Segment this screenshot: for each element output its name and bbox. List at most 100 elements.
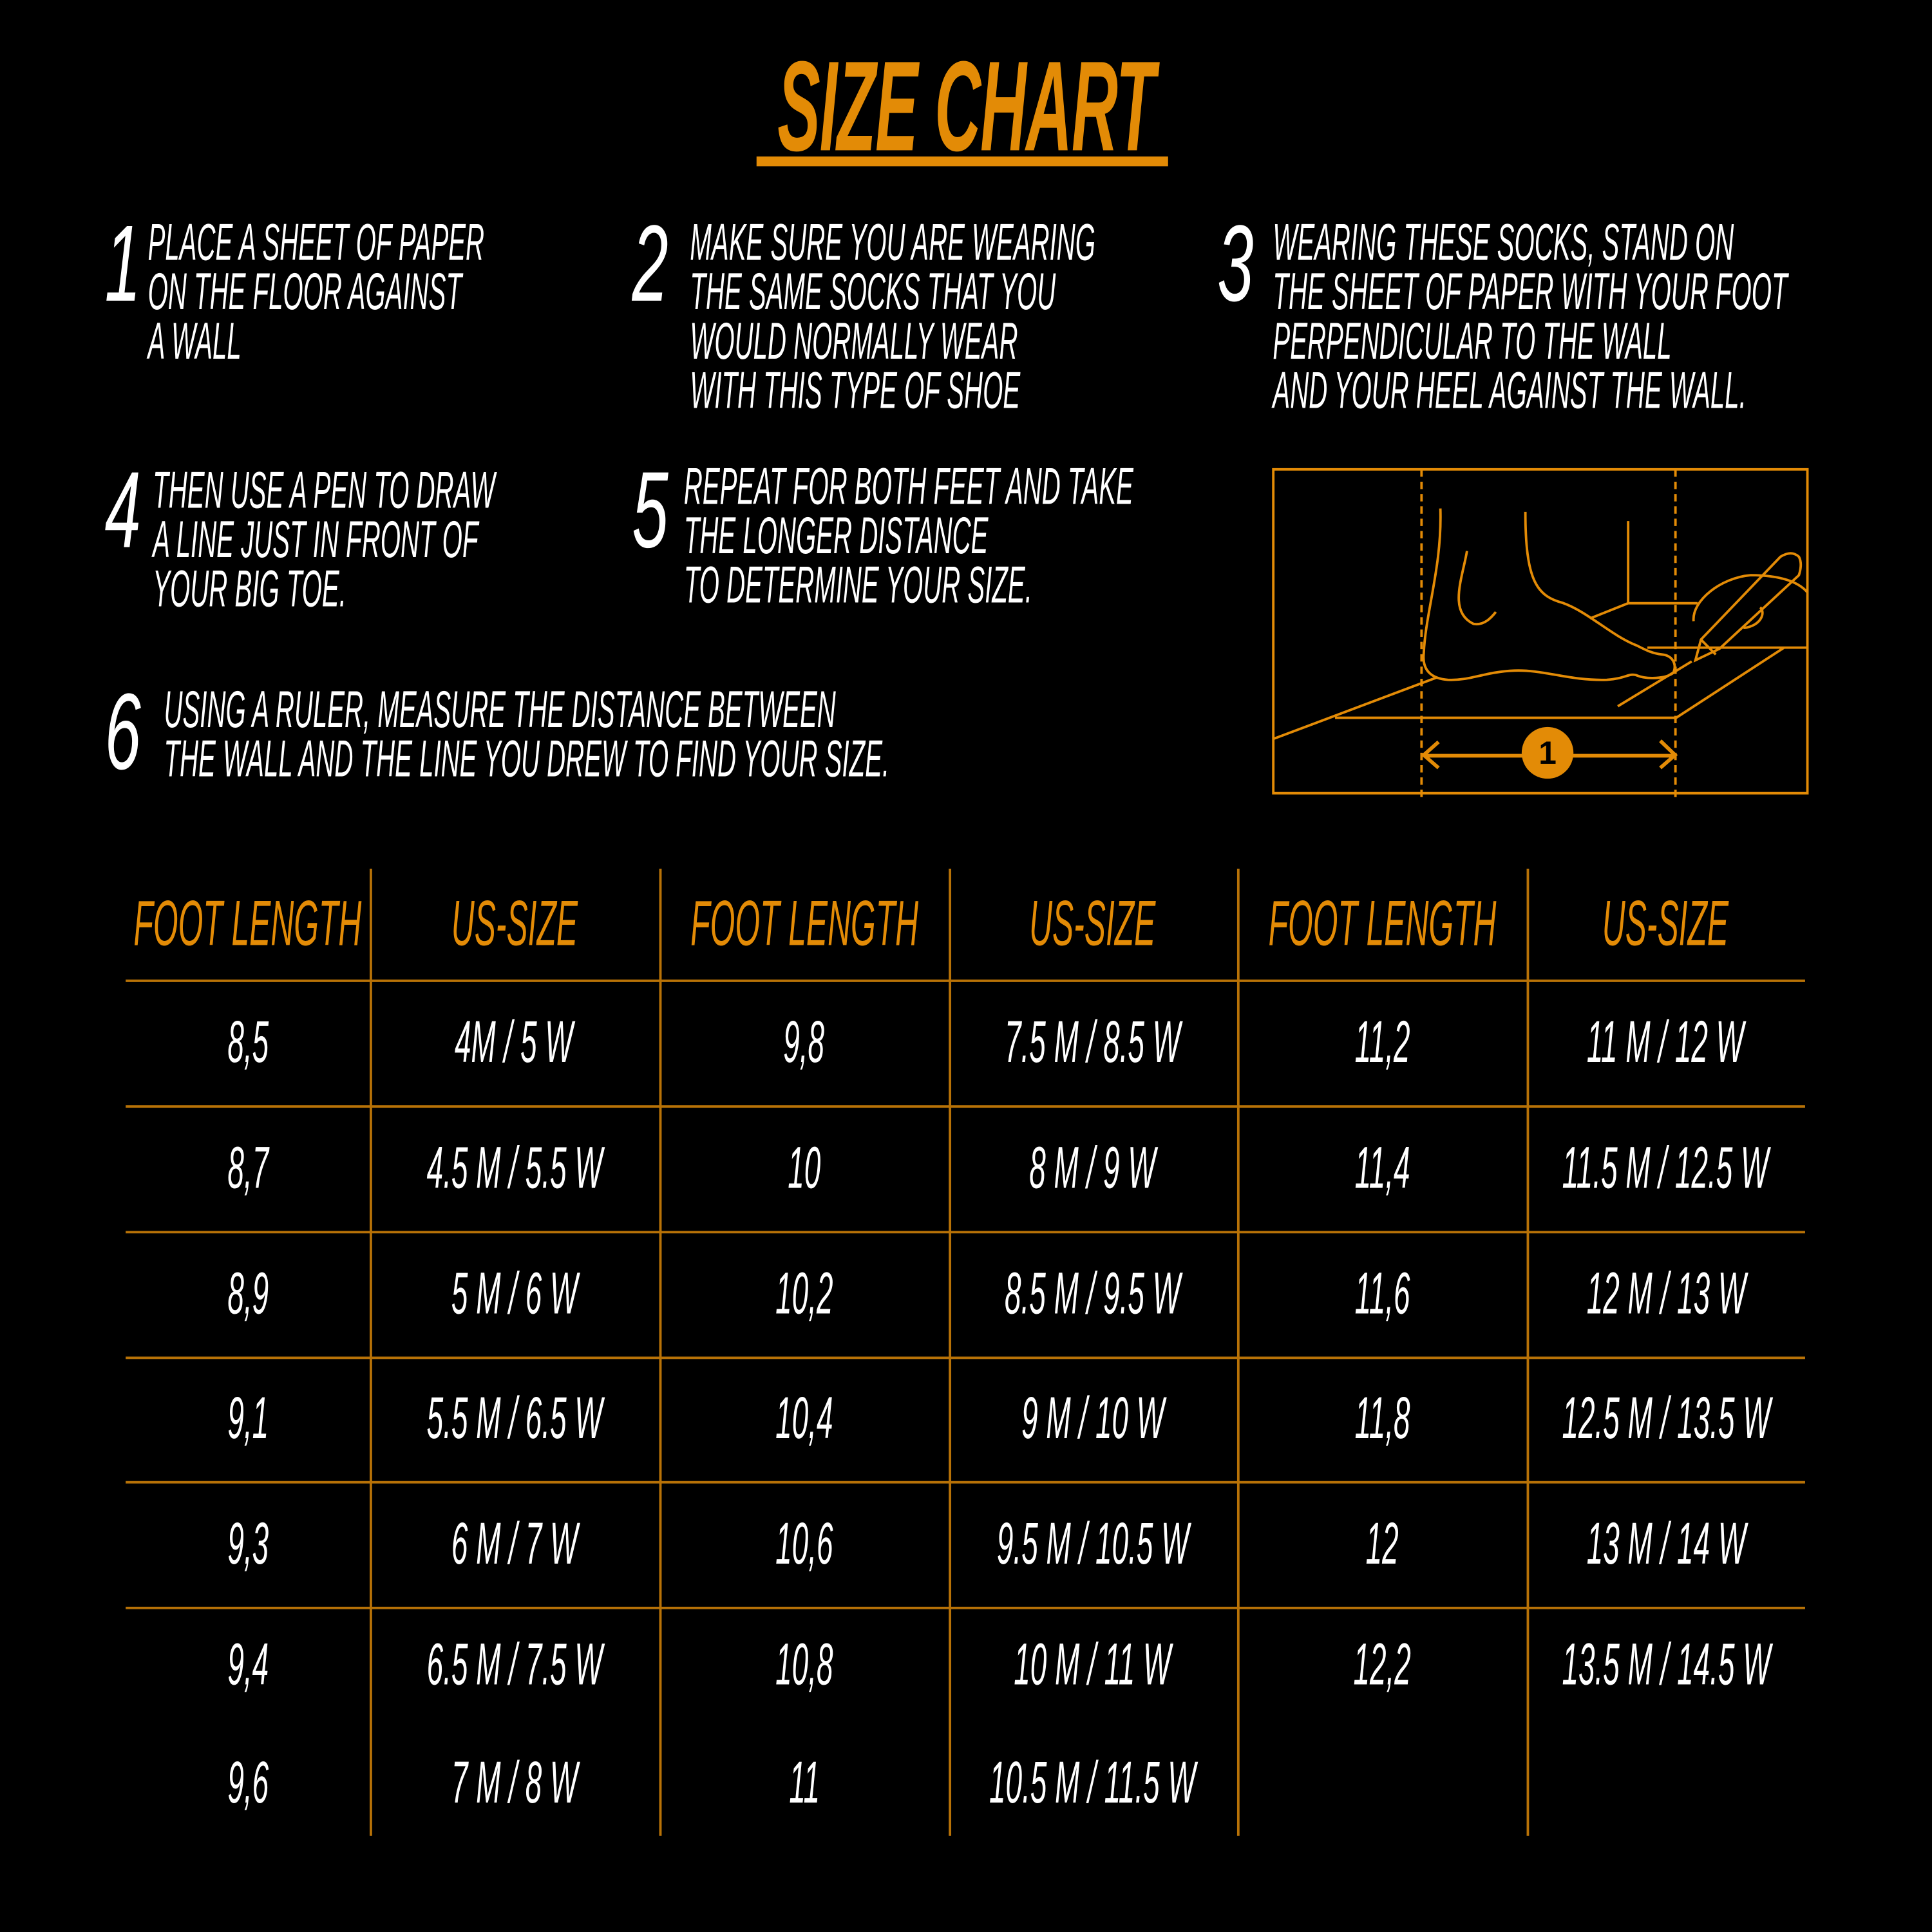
table-cell: 10: [787, 1135, 820, 1201]
table-cell: [1527, 1723, 1805, 1844]
table-cell: 8,9: [227, 1261, 269, 1327]
table-cell: 10,8: [775, 1632, 833, 1698]
table-cell: 10,6: [775, 1511, 833, 1577]
table-cell: 9 M / 10 W: [1021, 1386, 1165, 1452]
step-line: MAKE SURE YOU ARE WEARING: [690, 213, 1096, 271]
step-text: WEARING THESE SOCKS, STAND ON THE SHEET O…: [1273, 213, 1932, 419]
column-divider: [949, 868, 951, 1836]
step-line: A LINE JUST IN FRONT OF: [153, 510, 478, 569]
table-cell: 11 M / 12 W: [1587, 1009, 1745, 1075]
step-line: WITH THIS TYPE OF SHOE: [690, 361, 1021, 419]
step-number: 6: [104, 670, 141, 793]
table-cell: 11,4: [1354, 1135, 1410, 1201]
step-line: PLACE A SHEET OF PAPER: [147, 213, 485, 271]
ankle-line: [1459, 551, 1497, 624]
step-line: THE LONGER DISTANCE: [683, 506, 989, 565]
table-cell: 12: [1365, 1511, 1399, 1577]
column-divider: [659, 868, 661, 1836]
step-number: 3: [1217, 202, 1254, 325]
step-line: REPEAT FOR BOTH FEET AND TAKE: [683, 457, 1133, 515]
table-cell: 9,6: [227, 1750, 269, 1817]
step-text: USING A RULER, MEASURE THE DISTANCE BETW…: [164, 680, 1615, 788]
step-line: A WALL: [147, 312, 242, 370]
table-cell: 10.5 M / 11.5 W: [989, 1750, 1197, 1817]
table-cell: [1237, 1723, 1527, 1844]
step-number: 5: [632, 448, 668, 571]
row-divider: [126, 1606, 1805, 1609]
foot-measurement-illustration-icon: [1256, 451, 1835, 811]
table-cell: 9,8: [783, 1009, 825, 1075]
table-header-cell: FOOT LENGTH: [1267, 888, 1496, 960]
step-line: WEARING THESE SOCKS, STAND ON: [1273, 213, 1734, 271]
table-cell: 11,8: [1354, 1386, 1410, 1452]
table-cell: 11: [788, 1750, 820, 1817]
size-table: FOOT LENGTH US-SIZE FOOT LENGTH US-SIZE FOOT…: [126, 868, 1805, 1836]
table-cell: 6 M / 7 W: [451, 1511, 578, 1577]
table-cell: 8.5 M / 9.5 W: [1005, 1261, 1181, 1327]
table-cell: 10,4: [775, 1386, 833, 1452]
step-line: THE WALL AND THE LINE YOU DREW TO FIND Y…: [164, 729, 890, 788]
foot-outline: [1424, 508, 1675, 679]
step-text: MAKE SURE YOU ARE WEARING THE SAME SOCKS …: [690, 213, 1501, 419]
hand-icon: [1694, 575, 1808, 628]
table-cell: 11,2: [1354, 1009, 1410, 1075]
step-line: ON THE FLOOR AGAINST: [147, 262, 462, 321]
step-line: USING A RULER, MEASURE THE DISTANCE BETW…: [164, 680, 836, 739]
row-divider: [126, 1356, 1805, 1359]
table-cell: 9,1: [227, 1386, 269, 1452]
pen-icon: [1696, 553, 1801, 660]
wall-corner: [1590, 521, 1698, 618]
step-line: PERPENDICULAR TO THE WALL: [1273, 312, 1672, 370]
illustration-frame: [1274, 469, 1808, 793]
table-cell: 12,2: [1353, 1632, 1411, 1698]
table-cell: 10 M / 11 W: [1014, 1632, 1172, 1698]
table-cell: 13 M / 14 W: [1586, 1511, 1746, 1577]
page-title: SIZE CHART: [777, 35, 1155, 179]
step-line: WOULD NORMALLY WEAR: [690, 312, 1018, 370]
table-header-cell: US-SIZE: [451, 888, 578, 960]
step-line: THE SAME SOCKS THAT YOU: [690, 262, 1056, 321]
table-header-cell: US-SIZE: [1029, 888, 1157, 960]
table-cell: 8,5: [227, 1009, 269, 1075]
table-cell: 9.5 M / 10.5 W: [996, 1511, 1189, 1577]
step-text: THEN USE A PEN TO DRAW A LINE JUST IN FRO…: [153, 460, 837, 618]
table-cell: 9,3: [227, 1511, 269, 1577]
column-divider: [1526, 868, 1529, 1836]
column-divider: [369, 868, 372, 1836]
table-cell: 7.5 M / 8.5 W: [1005, 1009, 1181, 1075]
table-header-cell: FOOT LENGTH: [133, 888, 362, 960]
measurement-badge: 1: [1521, 726, 1574, 779]
step-line: THEN USE A PEN TO DRAW: [153, 460, 495, 519]
step-line: YOUR BIG TOE.: [153, 559, 346, 618]
paper-sheet: [1274, 647, 1808, 739]
step-number: 4: [104, 448, 141, 571]
row-divider: [126, 980, 1805, 982]
table-cell: 13.5 M / 14.5 W: [1561, 1632, 1770, 1698]
table-cell: 12.5 M / 13.5 W: [1561, 1386, 1770, 1452]
table-cell: 12 M / 13 W: [1586, 1261, 1746, 1327]
table-cell: 4.5 M / 5.5 W: [426, 1135, 603, 1201]
row-divider: [126, 1231, 1805, 1233]
row-divider: [126, 1481, 1805, 1483]
step-line: AND YOUR HEEL AGAINST THE WALL.: [1273, 361, 1747, 419]
table-cell: 8 M / 9 W: [1029, 1135, 1157, 1201]
row-divider: [126, 1105, 1805, 1108]
table-cell: 11,6: [1354, 1261, 1410, 1327]
table-cell: 9,4: [227, 1632, 269, 1698]
table-header-cell: FOOT LENGTH: [690, 888, 918, 960]
table-cell: 4M / 5 W: [455, 1009, 574, 1075]
table-cell: 7 M / 8 W: [451, 1750, 578, 1817]
step-line: TO DETERMINE YOUR SIZE.: [683, 555, 1032, 614]
table-cell: 5 M / 6 W: [451, 1261, 578, 1327]
title-underline: [756, 156, 1168, 167]
table-cell: 10,2: [775, 1261, 833, 1327]
table-cell: 8,7: [227, 1135, 269, 1201]
step-line: THE SHEET OF PAPER WITH YOUR FOOT: [1273, 262, 1788, 321]
step-text: REPEAT FOR BOTH FEET AND TAKE THE LONGER …: [683, 457, 1583, 614]
column-divider: [1236, 868, 1239, 1836]
table-cell: 11.5 M / 12.5 W: [1562, 1135, 1770, 1201]
step-number: 2: [632, 202, 668, 325]
step-text: PLACE A SHEET OF PAPER ON THE FLOOR AGAIN…: [147, 213, 821, 370]
table-cell: 5.5 M / 6.5 W: [426, 1386, 603, 1452]
